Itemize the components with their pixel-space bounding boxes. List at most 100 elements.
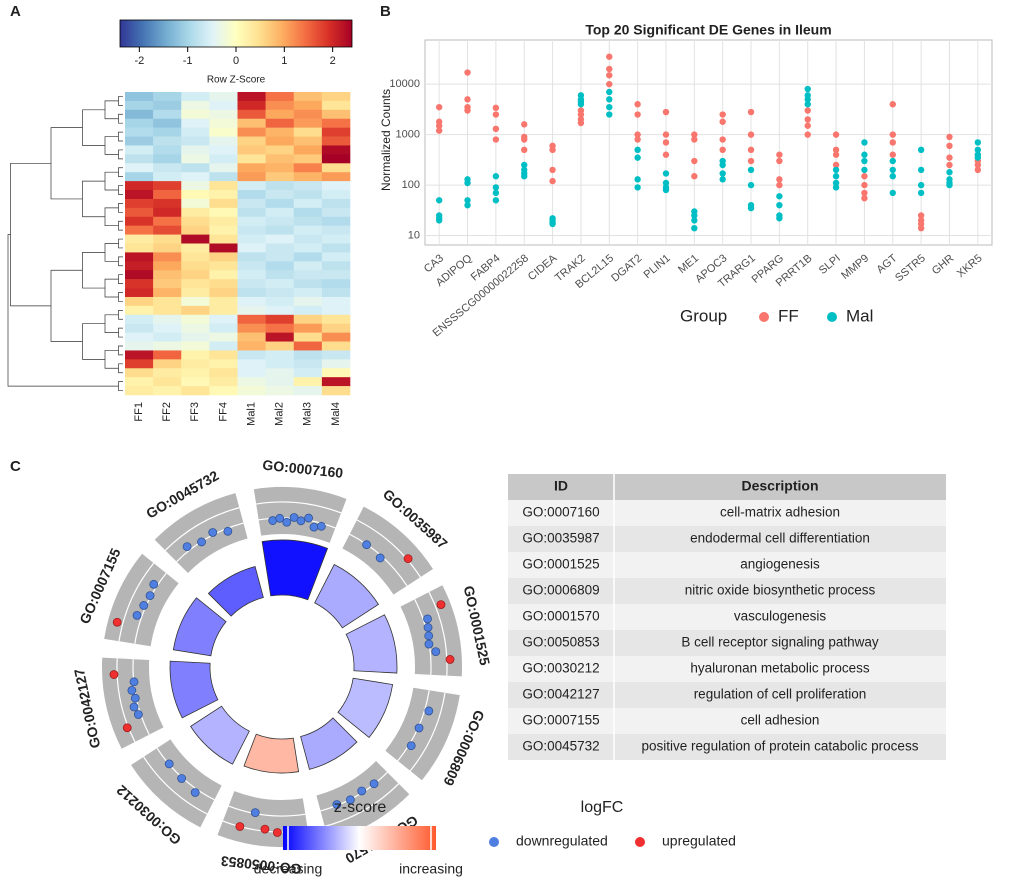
- heatmap-cell: [237, 172, 266, 182]
- heatmap-cell: [265, 279, 295, 289]
- heatmap-cell: [181, 198, 210, 209]
- table-cell: GO:0050853: [522, 635, 599, 650]
- dendrogram-branch: [82, 180, 105, 218]
- column-label: FF4: [217, 402, 229, 422]
- track-line: [428, 591, 448, 676]
- heatmap-cell: [209, 359, 238, 369]
- heatmap-cell: [265, 109, 295, 120]
- table-cell: positive regulation of protein catabolic…: [642, 739, 919, 754]
- heatmap-cell: [293, 296, 323, 307]
- heatmap-cell: [237, 207, 266, 218]
- heatmap-cell: [181, 243, 210, 253]
- heatmap-cell: [153, 225, 182, 235]
- heatmap-cell: [153, 243, 182, 253]
- zscore-bar: [283, 826, 436, 850]
- table-row: [508, 578, 946, 604]
- heatmap-cell: [209, 243, 238, 253]
- data-point: [861, 166, 868, 174]
- track-line: [176, 522, 244, 563]
- heatmap-cell: [153, 181, 182, 191]
- heatmap-cell: [125, 234, 154, 244]
- term-bar: [345, 614, 398, 674]
- data-point: [719, 136, 726, 143]
- gene-point: [431, 647, 441, 657]
- table-header-cell: Description: [741, 478, 818, 494]
- heatmap-cell: [209, 314, 238, 325]
- panel-label: B: [380, 3, 391, 20]
- heatmap-cell: [181, 172, 210, 182]
- data-point: [634, 111, 641, 118]
- legend-label: downregulated: [516, 833, 608, 849]
- data-point: [832, 173, 840, 180]
- heatmap-cell: [321, 252, 351, 262]
- data-point: [662, 170, 670, 177]
- heatmap-cell: [153, 359, 182, 369]
- data-point: [861, 151, 868, 158]
- heatmap-cell: [209, 341, 238, 351]
- heatmap-cell: [265, 341, 295, 351]
- heatmap-cell: [125, 243, 154, 253]
- heatmap-cell: [321, 359, 351, 369]
- heatmap-cell: [293, 305, 323, 316]
- heatmap-cell: [237, 145, 266, 155]
- track-line: [228, 805, 306, 817]
- table-cell: vasculogenesis: [734, 609, 827, 624]
- y-tick-label: 100: [402, 179, 420, 191]
- heatmap-cell: [293, 341, 323, 351]
- data-point: [549, 166, 556, 174]
- heatmap-cell: [265, 270, 295, 280]
- table-row: [508, 500, 946, 526]
- heatmap-cell: [209, 154, 238, 164]
- data-point: [974, 154, 982, 161]
- track-line: [320, 771, 388, 812]
- heatmap-cell: [321, 314, 351, 325]
- heatmap-cell: [125, 163, 154, 173]
- table-row: [508, 734, 946, 760]
- heatmap-cell: [321, 296, 351, 307]
- heatmap-cell: [293, 109, 323, 120]
- heatmap-cell: [153, 261, 182, 271]
- heatmap-cell: [293, 234, 323, 244]
- data-point: [804, 101, 811, 108]
- heatmap-cell: [125, 92, 154, 102]
- legend-label: FF: [778, 306, 799, 325]
- heatmap-cell: [265, 225, 295, 235]
- gene-point: [369, 779, 379, 789]
- heatmap-cell: [153, 377, 182, 387]
- track-line: [118, 562, 155, 642]
- heatmap-cell: [181, 136, 210, 146]
- heatmap-cell: [237, 92, 266, 102]
- data-point: [435, 197, 443, 204]
- data-point: [521, 161, 528, 169]
- term-bar: [190, 705, 250, 765]
- track-line: [164, 507, 240, 551]
- data-point: [606, 88, 613, 96]
- data-point: [577, 101, 585, 108]
- term-label: GO:0001525: [461, 584, 494, 667]
- gene-point: [309, 522, 319, 532]
- data-point: [662, 179, 670, 187]
- data-point: [889, 139, 896, 146]
- data-point: [889, 151, 896, 158]
- data-point: [946, 169, 953, 176]
- table-row: [508, 656, 946, 682]
- dendrogram-branch: [104, 278, 119, 298]
- table-cell: regulation of cell proliferation: [694, 687, 867, 702]
- column-label: Mal2: [274, 402, 286, 426]
- legend-label: upregulated: [662, 833, 736, 849]
- legend-marker: [489, 837, 499, 847]
- heatmap-cell: [265, 305, 295, 316]
- heatmap-cell: [321, 270, 351, 280]
- term-bar: [207, 566, 264, 617]
- panel-label: C: [10, 458, 21, 475]
- x-tick-label: PLIN1: [642, 252, 673, 281]
- heatmap-cell: [181, 359, 210, 369]
- table-row: [508, 526, 946, 552]
- heatmap-cell: [125, 118, 154, 128]
- heatmap-cell: [125, 386, 154, 396]
- data-point: [691, 136, 698, 143]
- heatmap-cell: [237, 279, 266, 289]
- heatmap-cell: [321, 109, 351, 120]
- heatmap-cell: [125, 288, 154, 298]
- dendrogram-branch: [118, 309, 123, 320]
